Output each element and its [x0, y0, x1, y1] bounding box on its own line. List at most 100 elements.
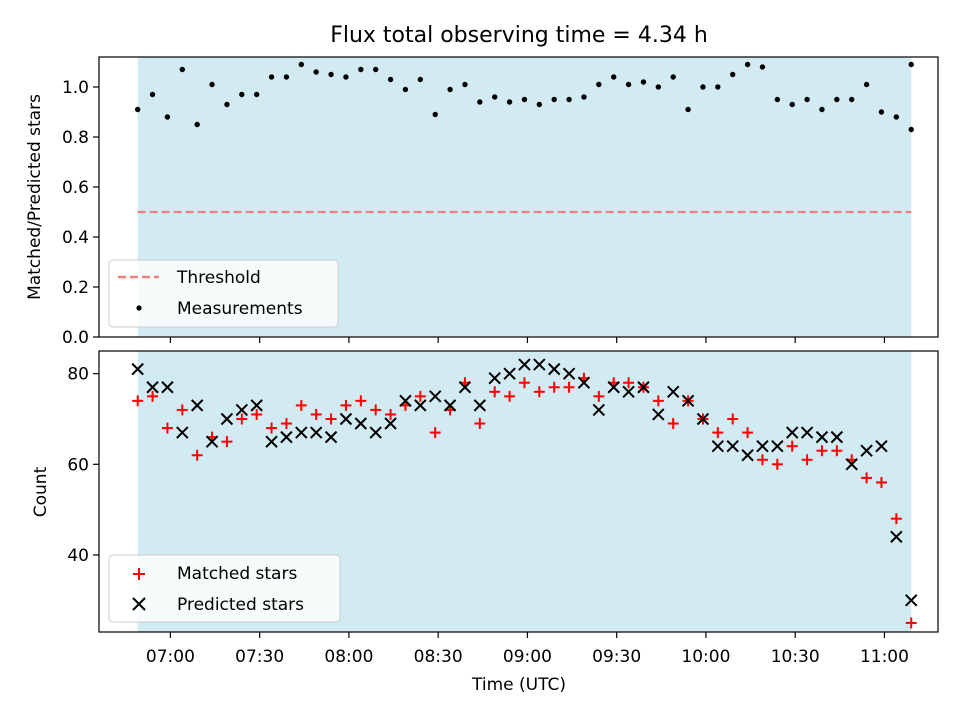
measurement-point [715, 84, 721, 90]
matched-star-point [474, 418, 486, 430]
matched-star-point [236, 413, 248, 425]
bottom-panel: 40 60 80 07:00 07:30 08:00 08:30 09:00 09:30 10:… [31, 350, 939, 695]
predicted-star-point [205, 435, 219, 448]
matched-star-point [727, 413, 739, 425]
matched-star-point [875, 476, 887, 488]
measurement-point [477, 99, 483, 105]
predicted-star-point [324, 430, 338, 444]
measurement-point [863, 81, 870, 88]
measurement-point [789, 101, 795, 108]
measurement-point [149, 91, 156, 98]
matched-star-point [593, 390, 605, 402]
matched-star-point [370, 404, 382, 416]
measurement-point [134, 106, 141, 113]
measurement-point [774, 96, 781, 103]
matched-star-point [771, 458, 783, 470]
measurement-point [685, 106, 691, 113]
measurement-point [209, 81, 215, 88]
measurement-point [224, 101, 230, 108]
measurement-point [387, 76, 394, 83]
matched-star-point [831, 445, 843, 457]
matched-star-point [742, 427, 754, 439]
measurement-point [640, 79, 647, 85]
matched-star-point [623, 377, 635, 389]
measurement-point [313, 69, 319, 75]
matched-star-point [786, 440, 798, 452]
predicted-star-point [711, 439, 725, 453]
measurement-point [566, 96, 572, 103]
measurement-point [611, 74, 617, 80]
bottom-legend: Matched stars Predicted stars [108, 554, 341, 623]
predicted-star-point [161, 381, 174, 394]
measurement-point [521, 96, 528, 103]
predicted-star-point [488, 371, 501, 385]
x-tick-label: 11:00 [860, 647, 909, 667]
predicted-star-point [800, 426, 814, 439]
matched-star-point [414, 390, 426, 402]
predicted-star-point [443, 399, 457, 412]
measurement-point [655, 84, 662, 90]
measurement-point [462, 81, 468, 88]
predicted-star-point [235, 403, 249, 417]
matched-star-point [756, 454, 768, 466]
matched-star-point [355, 395, 367, 407]
predicted-star-point [458, 381, 472, 394]
x-tick-label: 09:30 [592, 647, 641, 667]
predicted-star-point [786, 426, 799, 439]
matched-star-point [563, 381, 575, 393]
measurement-point [253, 91, 260, 98]
matched-star-point [905, 617, 917, 629]
measurement-point [759, 64, 766, 70]
measurement-point [179, 66, 186, 73]
measurement-point [908, 61, 914, 68]
x-tick-label: 10:00 [681, 647, 730, 667]
predicted-star-point [875, 439, 888, 453]
matched-star-point [712, 427, 724, 439]
measurement-point [893, 114, 900, 120]
matched-star-point [191, 449, 203, 461]
predicted-star-point [220, 412, 234, 426]
predicted-star-point [830, 430, 844, 444]
predicted-star-point [860, 444, 873, 457]
predicted-star-point [726, 439, 739, 453]
predicted-star-point [756, 439, 769, 453]
measurement-point [596, 81, 602, 88]
measurement-point [343, 74, 349, 80]
y-tick-label: 0.8 [62, 128, 89, 148]
predicted-star-point [428, 390, 442, 403]
matched-star-point [801, 454, 813, 466]
legend-measurements-swatch [136, 305, 142, 311]
measurement-point [417, 76, 424, 83]
predicted-star-point [309, 426, 323, 439]
measurement-point [536, 101, 543, 108]
predicted-star-point [414, 399, 427, 412]
predicted-star-point [131, 362, 144, 376]
matched-star-point [489, 386, 501, 398]
predicted-star-point [369, 426, 382, 439]
measurement-point [283, 74, 290, 80]
predicted-star-point [562, 367, 576, 380]
legend-predicted-swatch [132, 597, 146, 611]
measurement-point [581, 94, 587, 100]
y-tick-label: 40 [67, 546, 89, 566]
predicted-star-point [696, 412, 710, 426]
x-tick-label: 08:00 [324, 647, 373, 667]
x-tick-label: 07:00 [146, 647, 195, 667]
measurement-point [908, 126, 914, 133]
predicted-star-point [771, 439, 784, 453]
measurement-point [849, 96, 855, 103]
top-axes-frame [98, 56, 939, 338]
predicted-star-point [577, 376, 591, 389]
matched-star-point [504, 390, 516, 402]
predicted-star-point [667, 385, 680, 398]
predicted-star-point [518, 358, 531, 371]
y-tick-label: 0.4 [62, 228, 89, 248]
measurement-point [298, 61, 305, 68]
legend-measurements-label: Measurements [177, 299, 303, 319]
measurement-point [239, 91, 245, 98]
x-axis-label: Time (UTC) [471, 675, 566, 695]
legend-predicted-label: Predicted stars [177, 595, 304, 615]
predicted-star-point [354, 417, 368, 430]
measurement-point [372, 66, 379, 73]
x-tick-label: 08:30 [414, 647, 463, 667]
